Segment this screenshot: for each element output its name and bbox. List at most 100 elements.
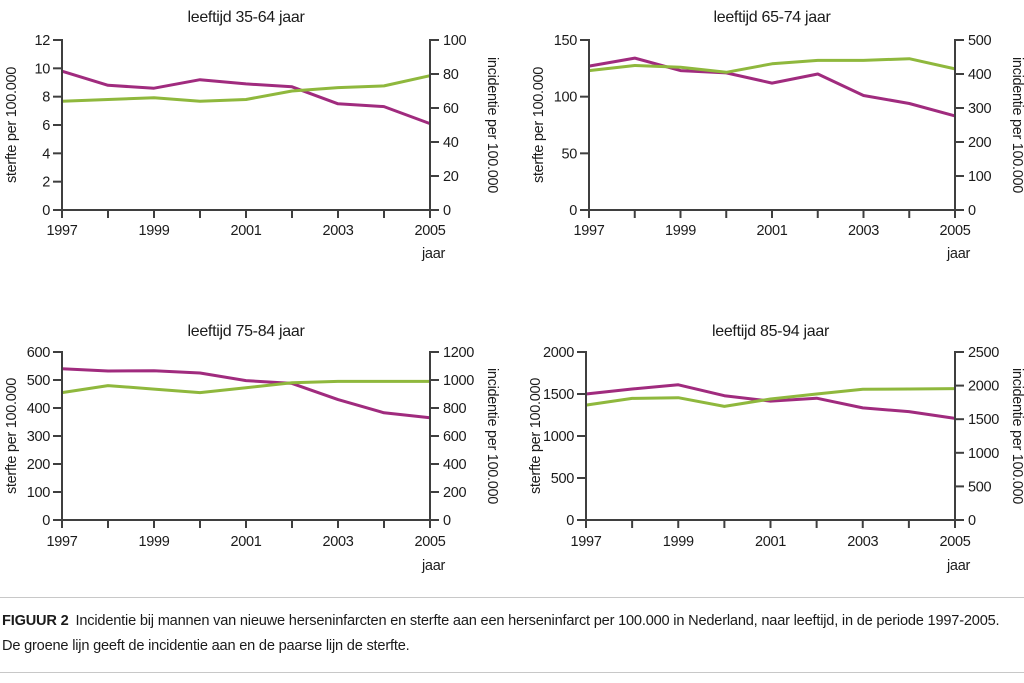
y-axis-left-tick-label: 0 (566, 513, 574, 529)
chart-title: leeftijd 35-64 jaar (187, 9, 305, 26)
x-axis-tick-label: 2001 (756, 223, 787, 239)
x-axis-title: jaar (946, 558, 970, 574)
x-axis-tick-label: 1997 (46, 223, 77, 239)
y-axis-left-tick-label: 0 (42, 203, 50, 219)
y-axis-left-title: sterfte per 100.000 (528, 378, 544, 494)
y-axis-left-tick-label: 150 (554, 33, 578, 49)
y-axis-right-tick-label: 400 (443, 457, 467, 473)
chart-title: leeftijd 65-74 jaar (713, 9, 831, 26)
x-axis-tick-label: 2001 (230, 534, 261, 550)
x-axis-tick-label: 2003 (847, 534, 878, 550)
x-axis-title: jaar (421, 246, 445, 262)
y-axis-right-tick-label: 0 (443, 513, 451, 529)
y-axis-left-tick-label: 500 (27, 373, 51, 389)
x-axis-tick-label: 1999 (663, 534, 694, 550)
chart-title: leeftijd 85-94 jaar (712, 323, 830, 340)
y-axis-right-tick-label: 80 (443, 67, 459, 83)
y-axis-right-tick-label: 1200 (443, 345, 474, 361)
chart-leeftijd-85-94: leeftijd 85-94 jaar 0 500 1000 1500 2000 sterf… (512, 300, 1024, 590)
x-axis-tick-label: 1999 (138, 534, 169, 550)
y-axis-left-tick-label: 4 (42, 146, 50, 162)
y-axis-left-tick-label: 300 (27, 429, 51, 445)
y-axis-right-title: incidentie per 100.000 (484, 368, 500, 504)
x-axis-tick-label: 2003 (322, 534, 353, 550)
y-axis-right-title: incidentie per 100.000 (1009, 57, 1024, 193)
y-axis-right-tick-label: 100 (443, 33, 467, 49)
y-axis-left-tick-label: 1000 (543, 429, 574, 445)
y-axis-left-tick-label: 100 (27, 485, 51, 501)
sterfte-line (61, 367, 431, 420)
sterfte-line (588, 56, 956, 118)
y-axis-right-tick-label: 500 (968, 33, 992, 49)
y-axis-right-tick-label: 100 (968, 169, 992, 185)
caption-text: Incidentie bij mannen van nieuwe herseni… (2, 613, 1000, 654)
x-axis-tick-label: 1997 (573, 223, 604, 239)
y-axis-right-tick-label: 2500 (968, 345, 999, 361)
x-axis-tick-label: 2003 (322, 223, 353, 239)
y-axis-right-tick-label: 400 (968, 67, 992, 83)
x-axis-tick-label: 1999 (665, 223, 696, 239)
chart-leeftijd-75-84: leeftijd 75-84 jaar 0 100 200 300 400 500 600 st… (0, 300, 512, 590)
y-axis-left-tick-label: 500 (551, 471, 575, 487)
y-axis-left-tick-label: 100 (554, 90, 578, 106)
caption-label: FIGUUR 2 (2, 613, 69, 629)
y-axis-left-tick-label: 12 (34, 33, 50, 49)
y-axis-left-title: sterfte per 100.000 (4, 378, 20, 494)
x-axis-tick-label: 2005 (414, 223, 445, 239)
sterfte-line (61, 69, 431, 126)
y-axis-left-tick-label: 50 (561, 146, 577, 162)
y-axis-left-tick-label: 2 (42, 175, 50, 191)
y-axis-right-title: incidentie per 100.000 (1009, 368, 1024, 504)
x-axis-title: jaar (421, 558, 445, 574)
chart-leeftijd-35-64: leeftijd 35-64 jaar 0 2 4 6 8 10 12 sterfte per … (0, 0, 512, 280)
x-axis-tick-label: 2005 (414, 534, 445, 550)
y-axis-right-tick-label: 40 (443, 135, 459, 151)
y-axis-right-tick-label: 600 (443, 429, 467, 445)
y-axis-right-tick-label: 200 (443, 485, 467, 501)
y-axis-left-tick-label: 6 (42, 118, 50, 134)
x-axis-title: jaar (946, 246, 970, 262)
x-axis-tick-label: 2003 (848, 223, 879, 239)
y-axis-right-tick-label: 0 (968, 513, 976, 529)
incidentie-line (585, 387, 956, 408)
y-axis-right-tick-label: 200 (968, 135, 992, 151)
y-axis-right-title: incidentie per 100.000 (484, 57, 500, 193)
y-axis-left-tick-label: 8 (42, 90, 50, 106)
y-axis-left-tick-label: 0 (569, 203, 577, 219)
y-axis-right-tick-label: 0 (968, 203, 976, 219)
x-axis-tick-label: 2001 (230, 223, 261, 239)
y-axis-right-tick-label: 2000 (968, 379, 999, 395)
x-axis-tick-label: 2001 (755, 534, 786, 550)
y-axis-right-tick-label: 300 (968, 101, 992, 117)
y-axis-left-tick-label: 400 (27, 401, 51, 417)
y-axis-right-tick-label: 1500 (968, 412, 999, 428)
sterfte-line (585, 383, 956, 420)
x-axis-tick-label: 2005 (939, 223, 970, 239)
x-axis-tick-label: 1999 (138, 223, 169, 239)
incidentie-line (588, 57, 956, 74)
y-axis-left-tick-label: 600 (27, 345, 51, 361)
y-axis-left-tick-label: 1500 (543, 387, 574, 403)
y-axis-right-tick-label: 20 (443, 169, 459, 185)
y-axis-left-title: sterfte per 100.000 (531, 67, 547, 183)
y-axis-right-tick-label: 60 (443, 101, 459, 117)
incidentie-line (61, 379, 430, 395)
x-axis-tick-label: 2005 (939, 534, 970, 550)
chart-title: leeftijd 75-84 jaar (187, 323, 305, 340)
figure-caption: FIGUUR 2 Incidentie bij mannen van nieuwe… (0, 597, 1024, 673)
y-axis-right-tick-label: 1000 (968, 446, 999, 462)
y-axis-right-tick-label: 800 (443, 401, 467, 417)
y-axis-left-tick-label: 10 (34, 61, 50, 77)
y-axis-left-tick-label: 2000 (543, 345, 574, 361)
y-axis-left-tick-label: 0 (42, 513, 50, 529)
y-axis-left-title: sterfte per 100.000 (4, 67, 20, 183)
y-axis-right-tick-label: 0 (443, 203, 451, 219)
incidentie-line (61, 74, 431, 103)
y-axis-left-tick-label: 200 (27, 457, 51, 473)
y-axis-right-tick-label: 500 (968, 479, 992, 495)
y-axis-right-tick-label: 1000 (443, 373, 474, 389)
x-axis-tick-label: 1997 (46, 534, 77, 550)
x-axis-tick-label: 1997 (570, 534, 601, 550)
chart-leeftijd-65-74: leeftijd 65-74 jaar 0 50 100 150 sterfte per … (512, 0, 1024, 280)
